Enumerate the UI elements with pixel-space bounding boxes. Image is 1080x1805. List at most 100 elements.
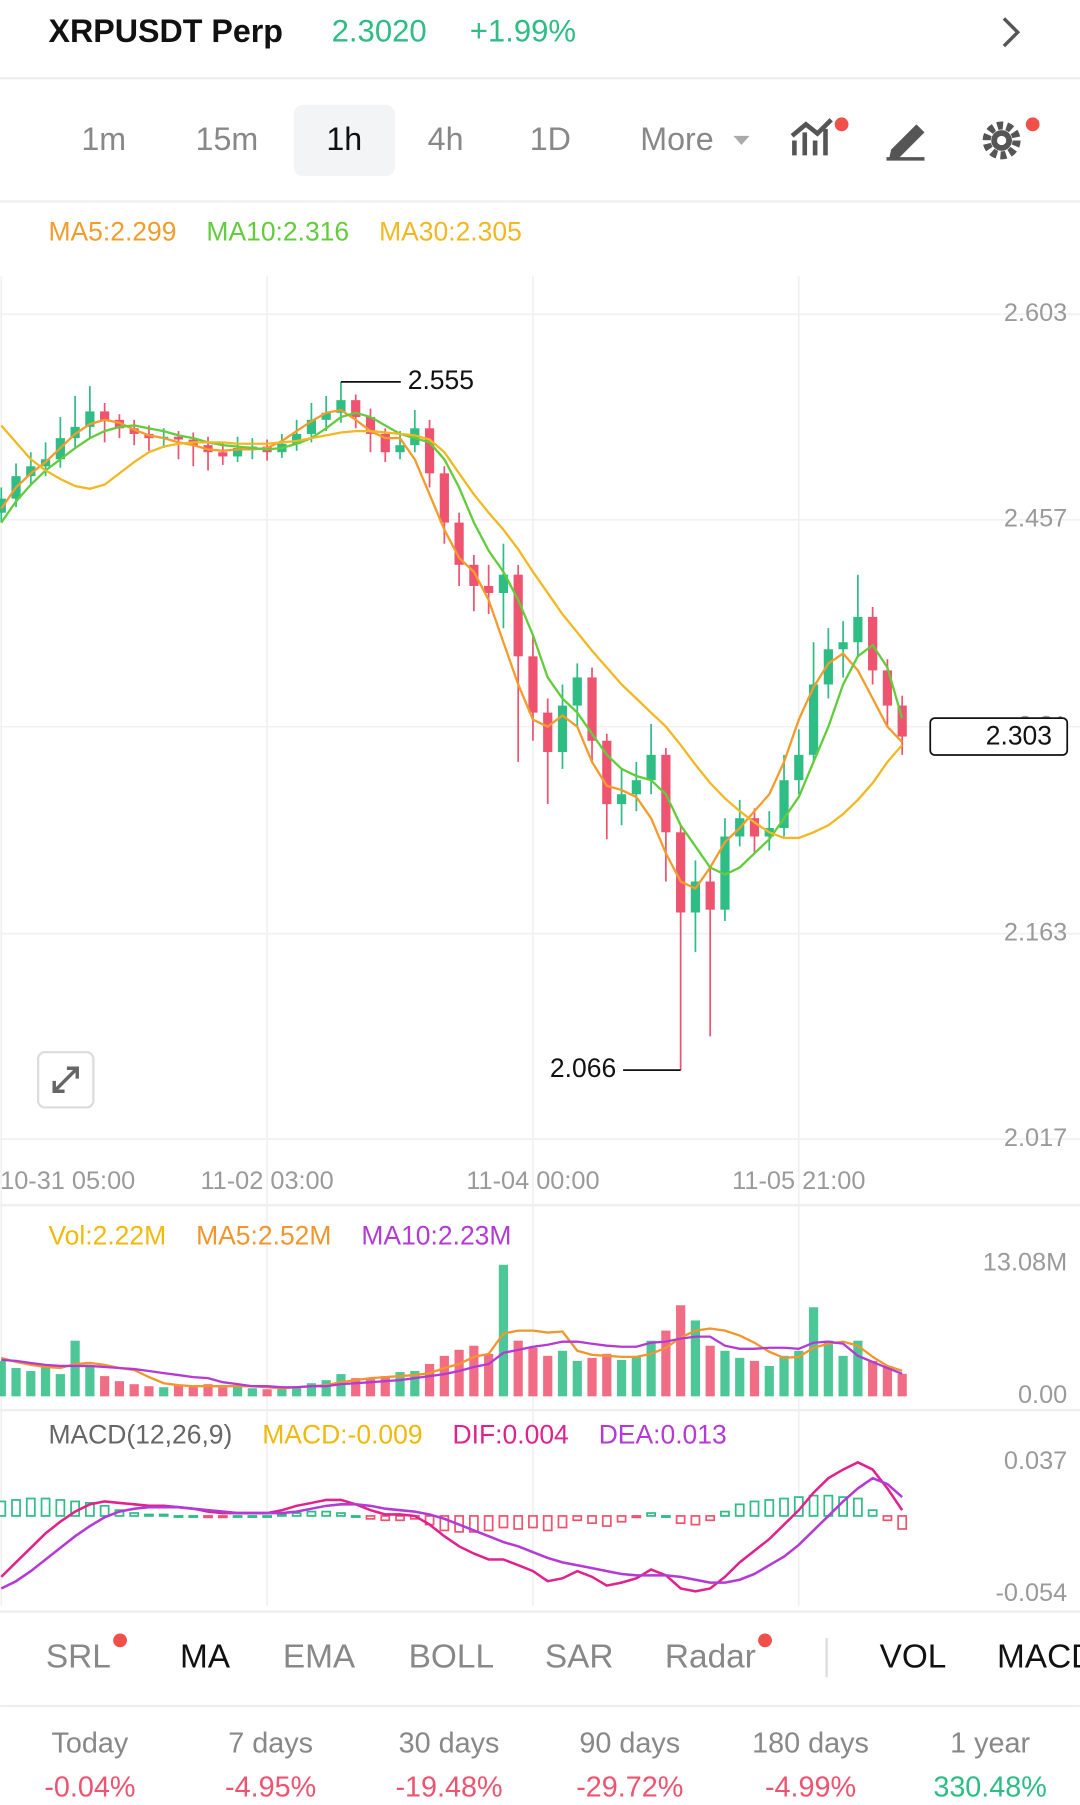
macd-bar bbox=[675, 1515, 686, 1525]
candle-body bbox=[410, 428, 420, 446]
volume-bar bbox=[646, 1340, 656, 1397]
x-tick-label: 11-05 21:00 bbox=[732, 1167, 865, 1195]
volume-bar bbox=[602, 1353, 612, 1397]
candle-body bbox=[218, 452, 228, 457]
volume-bar bbox=[351, 1378, 361, 1397]
period-return: -29.72% bbox=[576, 1771, 683, 1803]
interval[interactable]: 1h bbox=[326, 121, 362, 157]
macd-bar bbox=[25, 1497, 36, 1517]
indicator-tab[interactable]: BOLL bbox=[409, 1639, 494, 1676]
candle-body bbox=[336, 400, 346, 413]
candle-body bbox=[572, 677, 582, 706]
candle-body bbox=[454, 522, 464, 565]
plot: 10-31 05:00 11-02 03:00 11-04 00:00 11-05 2… bbox=[0, 217, 1080, 1607]
indicator-tabs: SRL MA EMA BOLL SAR Radar VOL MACD bbox=[46, 1633, 1080, 1676]
period-label: 7 days bbox=[228, 1728, 313, 1760]
chevron[interactable] bbox=[1002, 17, 1021, 48]
indicator-tab[interactable]: EMA bbox=[283, 1639, 356, 1676]
y-tick-label: 2.017 bbox=[1004, 1124, 1067, 1152]
macd-bar bbox=[601, 1515, 612, 1527]
candle-body bbox=[587, 677, 597, 741]
x-tick-label: 11-04 00:00 bbox=[466, 1167, 599, 1195]
legend-entry: DIF:0.004 bbox=[453, 1420, 569, 1450]
expand-button[interactable] bbox=[36, 1050, 95, 1109]
candle-body bbox=[498, 574, 509, 593]
interval-bar: 1m 15m 1h 4h 1D More bbox=[81, 104, 714, 177]
volume-bar bbox=[498, 1264, 509, 1397]
period-label: Today bbox=[52, 1728, 129, 1760]
macd-line bbox=[0, 1476, 903, 1590]
interval[interactable]: 1D bbox=[530, 121, 571, 157]
volume-bar bbox=[40, 1365, 51, 1397]
macd-bar bbox=[587, 1515, 597, 1525]
macd-bar bbox=[749, 1500, 760, 1517]
legend-entry: MA30:2.305 bbox=[379, 217, 522, 247]
period-return: -4.95% bbox=[225, 1771, 316, 1803]
candle-body bbox=[26, 466, 36, 477]
red-dot bbox=[834, 117, 849, 132]
macd-bar bbox=[380, 1515, 391, 1522]
macd-line bbox=[0, 1460, 904, 1593]
annotation-label: 2.066 bbox=[550, 1053, 616, 1083]
indicator-tab[interactable]: VOL bbox=[880, 1639, 947, 1676]
legend-entry: Vol:2.22M bbox=[48, 1220, 166, 1250]
volume-bar bbox=[779, 1355, 789, 1397]
y-tick-label: 0.037 bbox=[1004, 1447, 1067, 1475]
macd-bar bbox=[276, 1513, 287, 1517]
period-return: 330.48% bbox=[933, 1771, 1047, 1803]
interval[interactable]: 4h bbox=[428, 121, 464, 157]
indicator-tab[interactable]: SAR bbox=[545, 1639, 614, 1676]
volume-bar bbox=[631, 1355, 641, 1397]
volume-bar bbox=[70, 1340, 80, 1397]
macd-bar bbox=[779, 1497, 789, 1517]
volume-bar bbox=[277, 1388, 287, 1397]
macd-bar bbox=[321, 1510, 332, 1517]
volume-ma-line bbox=[0, 1327, 903, 1390]
indicator-tab[interactable]: Radar bbox=[665, 1639, 756, 1676]
volume-bar bbox=[705, 1345, 715, 1397]
macd-bar bbox=[852, 1497, 863, 1517]
macd-bar bbox=[11, 1499, 21, 1517]
volume-bar bbox=[144, 1386, 154, 1397]
volume-bar bbox=[616, 1359, 627, 1397]
candle-body bbox=[292, 433, 302, 444]
indicator-tab[interactable]: MA bbox=[180, 1639, 231, 1676]
x-tick-label: 10-31 05:00 bbox=[0, 1167, 135, 1195]
interval[interactable]: 1m bbox=[81, 121, 126, 157]
macd-bar bbox=[84, 1502, 95, 1517]
indicator-tab[interactable]: MACD bbox=[997, 1639, 1080, 1676]
indicator-tab[interactable]: SRL bbox=[46, 1639, 111, 1676]
macd-bar bbox=[528, 1515, 538, 1529]
y-tick-label: 2.457 bbox=[1004, 504, 1067, 532]
macd-bar bbox=[55, 1499, 66, 1517]
volume-bar bbox=[395, 1372, 405, 1397]
candle-body bbox=[838, 642, 848, 650]
volume-bar bbox=[823, 1340, 833, 1397]
macd-bar bbox=[173, 1515, 184, 1518]
legend-entry: MA5:2.299 bbox=[48, 217, 176, 247]
volume-bar bbox=[661, 1330, 671, 1397]
volume-bar bbox=[173, 1385, 184, 1397]
indicator-icon[interactable] bbox=[790, 118, 833, 156]
volume-bar bbox=[410, 1371, 420, 1397]
volume-bar bbox=[55, 1374, 65, 1397]
legend-entry: MACD(12,26,9) bbox=[48, 1420, 232, 1450]
draw-icon[interactable] bbox=[886, 124, 925, 161]
macd-bar bbox=[867, 1509, 878, 1517]
interval[interactable]: More bbox=[640, 121, 713, 157]
macd-bar bbox=[0, 1500, 7, 1517]
volume-bar bbox=[100, 1376, 110, 1397]
candle-body bbox=[351, 400, 361, 418]
volume-bar bbox=[306, 1383, 317, 1397]
macd-bar bbox=[631, 1515, 642, 1519]
settings-icon[interactable] bbox=[982, 121, 1021, 160]
volume-bar bbox=[454, 1349, 464, 1397]
volume-bar bbox=[543, 1355, 553, 1397]
macd-bar bbox=[365, 1515, 376, 1520]
macd-bar bbox=[203, 1515, 213, 1519]
volume-bar bbox=[587, 1357, 597, 1397]
volume-bar bbox=[129, 1384, 139, 1397]
candle-body bbox=[100, 411, 110, 420]
interval[interactable]: 15m bbox=[196, 121, 259, 157]
